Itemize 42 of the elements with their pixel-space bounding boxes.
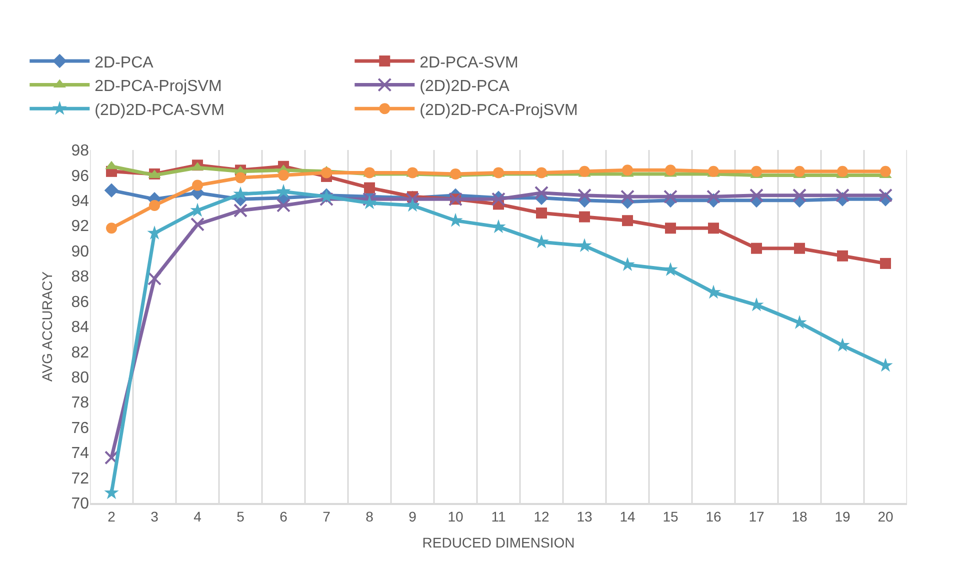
x-tick-label: 19 [834, 508, 850, 525]
x-tick-label: 16 [706, 508, 722, 525]
legend-label: (2D)2D-PCA-ProjSVM [420, 102, 578, 119]
y-tick-label: 76 [71, 420, 90, 437]
x-tick-label: 12 [534, 508, 550, 525]
y-tick-label: 92 [71, 218, 90, 236]
y-tick-label: 74 [71, 445, 90, 462]
x-tick-label: 15 [662, 508, 678, 525]
x-tick-label: 13 [576, 508, 592, 525]
legend-label: (2D)2D-PCA [420, 78, 510, 96]
x-tick-label: 14 [620, 508, 636, 525]
y-tick-label: 88 [71, 268, 90, 286]
y-tick-label: 98 [71, 142, 90, 160]
x-tick-label: 17 [748, 508, 764, 525]
y-tick-label: 70 [71, 496, 90, 513]
x-tick-label: 3 [150, 508, 159, 525]
x-tick-label: 5 [236, 508, 245, 525]
x-tick-label: 8 [366, 508, 374, 525]
y-tick-label: 72 [71, 470, 90, 488]
x-tick-label: 9 [408, 508, 417, 525]
x-tick-label: 20 [878, 508, 894, 525]
y-axis-title: AVG ACCURACY [39, 270, 55, 382]
x-tick-label: 18 [792, 508, 808, 525]
legend-label: (2D)2D-PCA-SVM [94, 102, 224, 119]
y-tick-label: 90 [71, 243, 90, 260]
y-tick-label: 82 [71, 344, 90, 362]
x-axis-title: REDUCED DIMENSION [422, 534, 575, 550]
x-tick-label: 10 [448, 508, 464, 525]
legend-label: 2D-PCA-ProjSVM [94, 78, 222, 96]
legend-label: 2D-PCA-SVM [420, 54, 518, 72]
legend-label: 2D-PCA [94, 54, 154, 72]
x-tick-label: 2 [108, 508, 116, 525]
x-tick-label: 7 [322, 508, 331, 525]
x-tick-label: 11 [491, 508, 506, 525]
y-tick-label: 86 [71, 294, 90, 311]
y-tick-label: 94 [71, 193, 90, 210]
y-tick-label: 96 [71, 168, 90, 185]
y-tick-label: 80 [71, 370, 90, 387]
x-tick-label: 6 [280, 508, 288, 525]
y-tick-label: 78 [71, 394, 90, 412]
y-tick-label: 84 [71, 319, 90, 336]
x-tick-label: 4 [194, 508, 202, 525]
